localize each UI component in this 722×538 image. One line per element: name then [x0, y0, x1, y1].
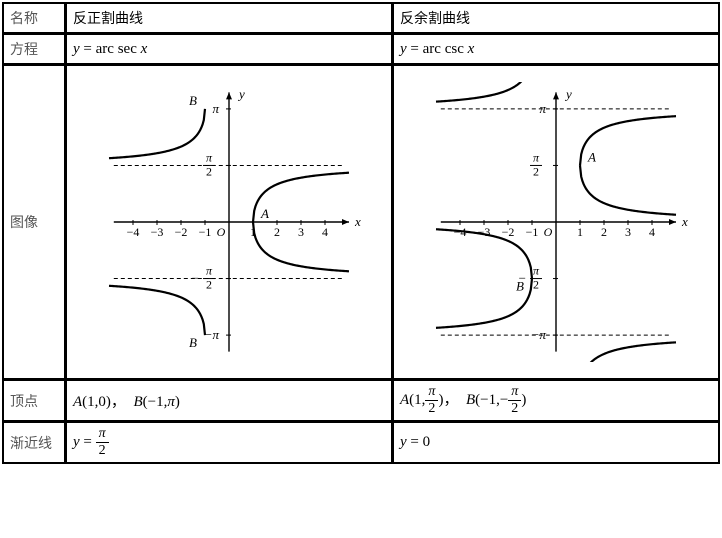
svg-text:3: 3 — [625, 225, 631, 239]
svg-text:4: 4 — [649, 225, 655, 239]
arccsc-plot: −4−3−2−11234ππ2π2−−πOxyAB — [406, 82, 706, 362]
svg-text:−2: −2 — [175, 225, 188, 239]
as-y: y — [400, 434, 407, 450]
svg-text:2: 2 — [206, 164, 212, 178]
v-sep: ， — [111, 394, 126, 410]
svg-text:4: 4 — [322, 225, 328, 239]
row-graph: 图像 −4−3−2−11234π2ππ2−−πOxyABB −4−3−2−112… — [3, 65, 719, 379]
vb-close: ) — [175, 394, 180, 410]
svg-text:−1: −1 — [526, 225, 539, 239]
eq-fn: arc csc — [423, 41, 468, 57]
svg-text:y: y — [564, 86, 572, 101]
row-vertex: 顶点 A(1,0)， B(−1,π) A(1,π2)， B(−1,−π2) — [3, 380, 719, 421]
svg-text:A: A — [260, 206, 269, 221]
equation-arcsec: y = arc sec x — [66, 34, 392, 64]
svg-text:3: 3 — [298, 225, 304, 239]
name-arcsec: 反正割曲线 — [66, 3, 392, 33]
va-label: A — [400, 392, 409, 408]
svg-text:−π: −π — [204, 327, 220, 342]
svg-text:2: 2 — [601, 225, 607, 239]
vb-label: B — [133, 394, 142, 410]
svg-text:−3: −3 — [151, 225, 164, 239]
eq-eq: = — [80, 41, 96, 57]
inverse-trig-table: 名称 反正割曲线 反余割曲线 方程 y = arc sec x y = arc … — [2, 2, 720, 464]
svg-text:y: y — [237, 86, 245, 101]
label-graph: 图像 — [3, 65, 65, 379]
asymptote-arcsec: y = π2 — [66, 422, 392, 463]
va-label: A — [73, 394, 82, 410]
vb-open: (−1, — [143, 394, 168, 410]
as-eq: = 0 — [407, 434, 430, 450]
svg-text:π: π — [212, 101, 219, 116]
graph-arccsc: −4−3−2−11234ππ2π2−−πOxyAB — [393, 65, 719, 379]
vb-open: (−1,− — [475, 392, 508, 408]
label-asymptote: 渐近线 — [3, 422, 65, 463]
name-arccsc: 反余割曲线 — [393, 3, 719, 33]
svg-text:−1: −1 — [199, 225, 212, 239]
svg-text:−3: −3 — [478, 225, 491, 239]
svg-text:x: x — [681, 214, 688, 229]
svg-text:π: π — [533, 150, 540, 164]
label-equation: 方程 — [3, 34, 65, 64]
vertex-arccsc: A(1,π2)， B(−1,−π2) — [393, 380, 719, 421]
va-open: (1, — [409, 392, 425, 408]
row-name: 名称 反正割曲线 反余割曲线 — [3, 3, 719, 33]
as-frac: π2 — [96, 427, 109, 458]
svg-text:x: x — [354, 214, 361, 229]
svg-text:B: B — [516, 279, 524, 294]
vb-close: ) — [521, 392, 526, 408]
arcsec-plot: −4−3−2−11234π2ππ2−−πOxyABB — [79, 82, 379, 362]
row-asymptote: 渐近线 y = π2 y = 0 — [3, 422, 719, 463]
svg-text:−4: −4 — [127, 225, 140, 239]
va-coords: (1,0) — [82, 394, 111, 410]
svg-text:2: 2 — [274, 225, 280, 239]
svg-text:−2: −2 — [502, 225, 515, 239]
as-eq: = — [80, 434, 96, 450]
label-name: 名称 — [3, 3, 65, 33]
svg-text:−: − — [192, 271, 199, 286]
asymptote-arccsc: y = 0 — [393, 422, 719, 463]
svg-text:1: 1 — [577, 225, 583, 239]
eq-fn: arc sec — [96, 41, 141, 57]
row-equation: 方程 y = arc sec x y = arc csc x — [3, 34, 719, 64]
svg-text:2: 2 — [533, 164, 539, 178]
svg-text:π: π — [539, 101, 546, 116]
v-sep: ， — [443, 392, 458, 408]
equation-arccsc: y = arc csc x — [393, 34, 719, 64]
eq-x: x — [468, 41, 475, 57]
eq-y: y — [73, 41, 80, 57]
svg-text:B: B — [189, 93, 197, 108]
label-vertex: 顶点 — [3, 380, 65, 421]
eq-eq: = — [407, 41, 423, 57]
svg-text:O: O — [544, 225, 553, 239]
graph-arcsec: −4−3−2−11234π2ππ2−−πOxyABB — [66, 65, 392, 379]
svg-text:A: A — [587, 149, 596, 164]
as-y: y — [73, 434, 80, 450]
svg-text:2: 2 — [533, 278, 539, 292]
svg-text:O: O — [217, 225, 226, 239]
svg-text:π: π — [533, 264, 540, 278]
svg-text:−π: −π — [531, 327, 547, 342]
svg-text:π: π — [206, 150, 213, 164]
vertex-arcsec: A(1,0)， B(−1,π) — [66, 380, 392, 421]
svg-text:2: 2 — [206, 278, 212, 292]
vb-frac: π2 — [508, 385, 521, 416]
svg-text:π: π — [206, 264, 213, 278]
svg-text:B: B — [189, 335, 197, 350]
vb-label: B — [466, 392, 475, 408]
eq-y: y — [400, 41, 407, 57]
eq-x: x — [141, 41, 148, 57]
vb-pi: π — [167, 394, 175, 410]
va-frac: π2 — [425, 385, 438, 416]
